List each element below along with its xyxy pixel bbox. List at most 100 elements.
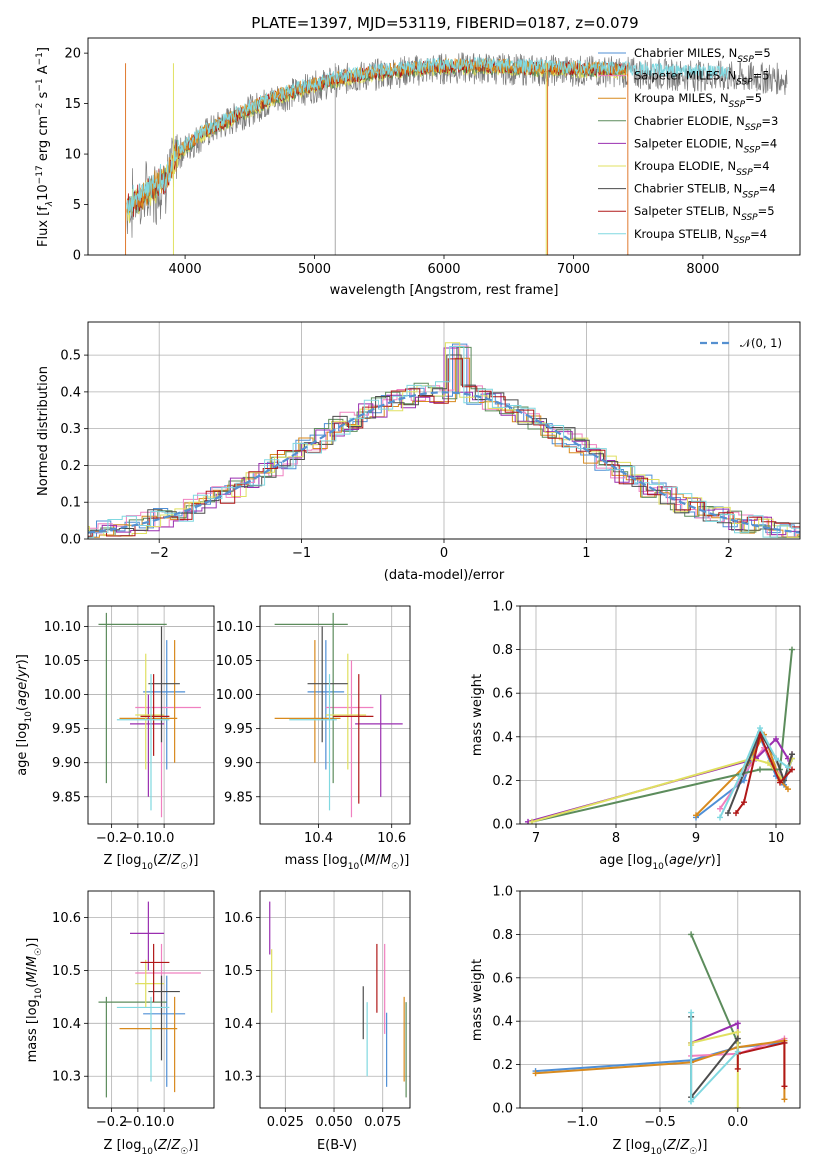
x-axis-label: Z [log10(Z/Z☉)] — [104, 853, 199, 872]
weight-marker — [688, 1098, 695, 1105]
y-tick-label: 10.6 — [224, 911, 253, 926]
text-part: Z [log — [613, 1138, 651, 1153]
text-part: ☉ — [34, 948, 44, 956]
text-part: )] — [399, 853, 409, 868]
y-tick-label: 0.6 — [492, 687, 513, 702]
x-tick-label: −1 — [292, 546, 311, 561]
weight-marker — [725, 810, 731, 817]
y-tick-label: 0.4 — [492, 730, 513, 745]
mass-vs-ebv-axes: 0.025 0.050 0.075 10.3 10.4 10.5 10.6 — [224, 891, 410, 1130]
text-part: age — [669, 853, 693, 868]
text-part: / — [693, 853, 698, 868]
residual-histogram-line — [88, 345, 800, 538]
legend-label: Salpeter STELIB, NSSP=5 — [634, 204, 775, 223]
x-tick-label: 7 — [532, 831, 540, 846]
text-part: / — [25, 966, 40, 971]
text-part: mass [log — [285, 853, 348, 868]
x-axis-label: Z [log10(Z/Z☉)] — [613, 1138, 708, 1157]
weight-line — [695, 732, 789, 817]
text-part: ☉ — [689, 1147, 697, 1157]
text-part: age [log — [599, 853, 652, 868]
y-tick-label: 0.2 — [492, 774, 513, 789]
weight-marker — [734, 1035, 741, 1042]
y-tick-label: 10.4 — [52, 1017, 81, 1032]
text-part: =5 — [745, 91, 762, 105]
weight-marker — [734, 1105, 741, 1108]
x-tick-label: 0.075 — [364, 1115, 401, 1130]
y-tick-label: 10.3 — [52, 1070, 81, 1085]
text-part: Chabrier ELODIE, N — [634, 114, 745, 128]
x-tick-label: 0.025 — [267, 1115, 304, 1130]
text-part: Z [log — [104, 853, 142, 868]
text-part: −1 — [35, 78, 45, 91]
text-part: =5 — [753, 69, 770, 83]
text-part: 10 — [36, 184, 51, 201]
weight-marker — [781, 1096, 788, 1103]
text-part: s — [36, 91, 51, 102]
legend-label: Salpeter MILES, NSSP=5 — [634, 69, 770, 88]
text-part: SSP — [742, 191, 759, 201]
text-part: SSP — [736, 168, 753, 178]
text-part: )] — [711, 853, 721, 868]
y-tick-label: 0.5 — [60, 349, 81, 364]
y-tick-label: 9.85 — [224, 790, 253, 805]
text-part: ( — [25, 983, 40, 988]
mass-vs-Z-grid — [88, 891, 214, 1108]
weight-line — [531, 649, 793, 823]
text-part: Z — [666, 1138, 677, 1153]
legend-label: Kroupa STELIB, NSSP=4 — [634, 227, 767, 246]
spectrum-axes: 4000 5000 6000 7000 8000 0 5 10 15 20 — [64, 47, 719, 277]
text-part: Chabrier STELIB, N — [634, 182, 742, 196]
x-tick-label: 6000 — [427, 262, 460, 277]
text-part: ( — [15, 706, 30, 711]
text-part: yr — [15, 663, 30, 679]
weight-vs-Z-frame — [519, 890, 801, 1109]
weight-marker — [532, 1070, 539, 1077]
weight-marker — [789, 751, 795, 758]
x-tick-label: 0 — [440, 546, 448, 561]
legend-label: Chabrier ELODIE, NSSP=3 — [634, 114, 778, 133]
x-axis-label: age [log10(age/yr)] — [599, 853, 721, 872]
y-tick-label: 10.05 — [44, 654, 81, 669]
text-part: )] — [188, 1138, 198, 1153]
y-tick-label: 10.00 — [44, 688, 81, 703]
residuals-axes: −2 −1 0 1 2 0.0 0.1 0.2 0.3 0.4 0.5 — [60, 322, 800, 561]
y-axis-label: Normed distribution — [36, 366, 51, 496]
x-axis-label: E(B-V) — [317, 1138, 357, 1153]
text-part: −2 — [35, 103, 45, 116]
text-part: SSP — [741, 213, 758, 223]
text-part: A — [36, 65, 51, 78]
text-part: =4 — [760, 136, 777, 150]
text-part: ( — [153, 853, 158, 868]
normal-distribution-line — [88, 391, 800, 534]
text-part: Kroupa ELODIE, N — [634, 159, 736, 173]
y-tick-label: 0.2 — [492, 1058, 513, 1073]
y-tick-label: 0 — [73, 249, 81, 264]
text-part: 10 — [652, 862, 664, 872]
y-tick-label: 1.0 — [492, 885, 513, 900]
text-part: ] — [36, 47, 51, 52]
weight-vs-Z-lines — [532, 931, 788, 1108]
x-tick-label: 5000 — [298, 262, 331, 277]
y-axis-label: mass [log10(M/M☉)] — [25, 938, 44, 1063]
x-tick-label: 8000 — [686, 262, 719, 277]
weight-marker — [693, 812, 699, 819]
x-tick-label: 4000 — [169, 262, 202, 277]
text-part: =4 — [753, 159, 770, 173]
age-vs-mass-errorbars — [274, 612, 403, 818]
text-part: age [log — [15, 723, 30, 776]
x-tick-label: −1.0 — [566, 1115, 598, 1130]
weight-marker — [789, 646, 795, 653]
y-tick-label: 10.3 — [224, 1070, 253, 1085]
x-tick-label: −0.2 — [96, 1115, 128, 1130]
y-tick-label: 1.0 — [492, 600, 513, 615]
residual-histogram-line — [88, 357, 800, 538]
text-part: 10 — [141, 1147, 153, 1157]
y-axis-label: mass weight — [470, 959, 485, 1041]
text-part: λ — [45, 201, 55, 207]
y-tick-label: 0.8 — [492, 928, 513, 943]
text-part: Chabrier MILES, N — [634, 46, 737, 60]
text-part: −1 — [35, 52, 45, 65]
text-part: 10 — [650, 1147, 662, 1157]
